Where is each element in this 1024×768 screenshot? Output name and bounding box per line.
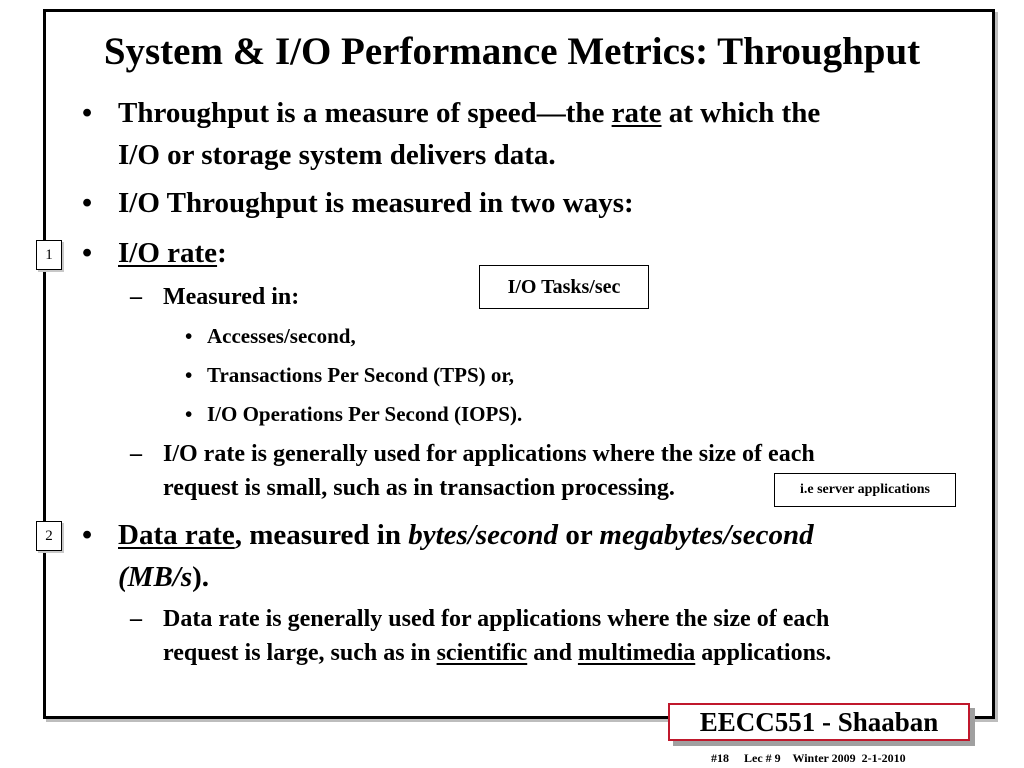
measured-in-text: Measured in: bbox=[163, 284, 300, 310]
bullet-1-line-1: Throughput is a measure of speed—the rat… bbox=[118, 93, 820, 133]
or-text: or bbox=[558, 519, 600, 551]
number-box-1: 1 bbox=[36, 240, 62, 270]
bullet-marker: • bbox=[82, 237, 93, 269]
callout-io-tasks: I/O Tasks/sec bbox=[479, 265, 649, 309]
measure-item: I/O Operations Per Second (IOPS). bbox=[207, 402, 523, 426]
mbs-text: (MB/s bbox=[118, 561, 193, 593]
dash-marker: – bbox=[130, 441, 142, 467]
slide-title: System & I/O Performance Metrics: Throug… bbox=[103, 30, 921, 73]
data-rate-label: Data rate bbox=[118, 519, 235, 551]
io-rate-colon: : bbox=[217, 237, 227, 269]
bullet-marker: • bbox=[82, 97, 93, 129]
bullet-1-rate: rate bbox=[611, 97, 662, 129]
dash-marker: – bbox=[130, 606, 142, 632]
bullet-1-text-b: at which the bbox=[661, 97, 821, 129]
bullet-1-line-2: I/O or storage system delivers data. bbox=[118, 139, 556, 171]
course-brand-box: EECC551 - Shaaban bbox=[668, 703, 970, 741]
bullet-marker: • bbox=[82, 519, 93, 551]
scientific-text: scientific bbox=[436, 640, 528, 666]
bullet-marker: • bbox=[82, 187, 93, 219]
measure-item: Accesses/second, bbox=[207, 324, 356, 348]
mbs-end: ). bbox=[192, 561, 210, 593]
data-rate-usage-line-2: request is large, such as in scientific … bbox=[163, 636, 831, 670]
bullet-3-heading: I/O rate: bbox=[118, 233, 227, 273]
bullet-4-line-2: (MB/s). bbox=[118, 557, 209, 597]
io-rate-label: I/O rate bbox=[118, 237, 218, 269]
and-text: and bbox=[527, 640, 578, 666]
data-rate-usage-prefix: request is large, such as in bbox=[163, 640, 437, 666]
bullet-2-text: I/O Throughput is measured in two ways: bbox=[118, 187, 634, 219]
number-box-2: 2 bbox=[36, 521, 62, 551]
megabytes-per-second: megabytes/second bbox=[599, 519, 814, 551]
multimedia-text: multimedia bbox=[577, 640, 696, 666]
slide-frame bbox=[43, 9, 995, 719]
sub-bullet-marker: • bbox=[185, 324, 193, 348]
measure-item: Transactions Per Second (TPS) or, bbox=[207, 363, 515, 387]
bullet-1-text-a: Throughput is a measure of speed—the bbox=[118, 97, 612, 129]
sub-bullet-marker: • bbox=[185, 402, 193, 426]
dash-marker: – bbox=[130, 284, 142, 310]
io-rate-usage-line-2: request is small, such as in transaction… bbox=[163, 475, 675, 501]
io-rate-usage-line-1: I/O rate is generally used for applicati… bbox=[163, 441, 815, 467]
bytes-per-second: bytes/second bbox=[408, 519, 559, 551]
bullet-4-line-1: Data rate, measured in bytes/second or m… bbox=[118, 515, 814, 555]
data-rate-text: , measured in bbox=[234, 519, 409, 551]
data-rate-usage-line-1: Data rate is generally used for applicat… bbox=[163, 606, 830, 632]
data-rate-usage-suffix: applications. bbox=[695, 640, 832, 666]
sub-bullet-marker: • bbox=[185, 363, 193, 387]
callout-server-applications: i.e server applications bbox=[774, 473, 956, 507]
slide-footer: #18 Lec # 9 Winter 2009 2-1-2010 bbox=[711, 751, 906, 765]
